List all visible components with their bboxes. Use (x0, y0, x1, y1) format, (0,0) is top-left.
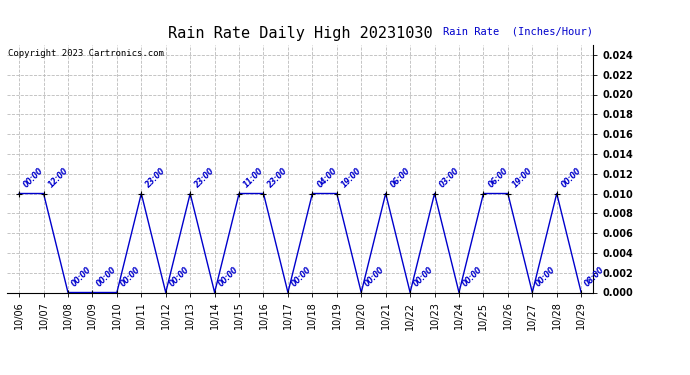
Text: 00:00: 00:00 (461, 265, 484, 288)
Text: 06:00: 06:00 (486, 166, 510, 189)
Text: 00:00: 00:00 (95, 265, 118, 288)
Title: Rain Rate Daily High 20231030: Rain Rate Daily High 20231030 (168, 26, 433, 41)
Text: 19:00: 19:00 (339, 166, 363, 189)
Text: Copyright 2023 Cartronics.com: Copyright 2023 Cartronics.com (8, 49, 164, 58)
Text: 00:00: 00:00 (534, 265, 558, 288)
Text: 00:00: 00:00 (363, 265, 386, 288)
Text: 12:00: 12:00 (46, 166, 70, 189)
Text: 23:00: 23:00 (266, 166, 290, 189)
Text: 03:00: 03:00 (437, 166, 461, 189)
Text: 00:00: 00:00 (70, 265, 93, 288)
Text: 00:00: 00:00 (412, 265, 435, 288)
Text: 00:00: 00:00 (560, 166, 583, 189)
Text: 00:00: 00:00 (290, 265, 313, 288)
Text: 00:00: 00:00 (168, 265, 191, 288)
Text: 23:00: 23:00 (193, 166, 217, 189)
Text: 08:00: 08:00 (583, 265, 607, 288)
Text: 04:00: 04:00 (315, 166, 339, 189)
Text: 19:00: 19:00 (511, 166, 534, 189)
Text: 00:00: 00:00 (22, 166, 46, 189)
Text: 06:00: 06:00 (388, 166, 412, 189)
Text: Rain Rate  (Inches/Hour): Rain Rate (Inches/Hour) (444, 26, 593, 36)
Text: 00:00: 00:00 (119, 265, 142, 288)
Text: 00:00: 00:00 (217, 265, 240, 288)
Text: 11:00: 11:00 (242, 166, 266, 189)
Text: 23:00: 23:00 (144, 166, 168, 189)
